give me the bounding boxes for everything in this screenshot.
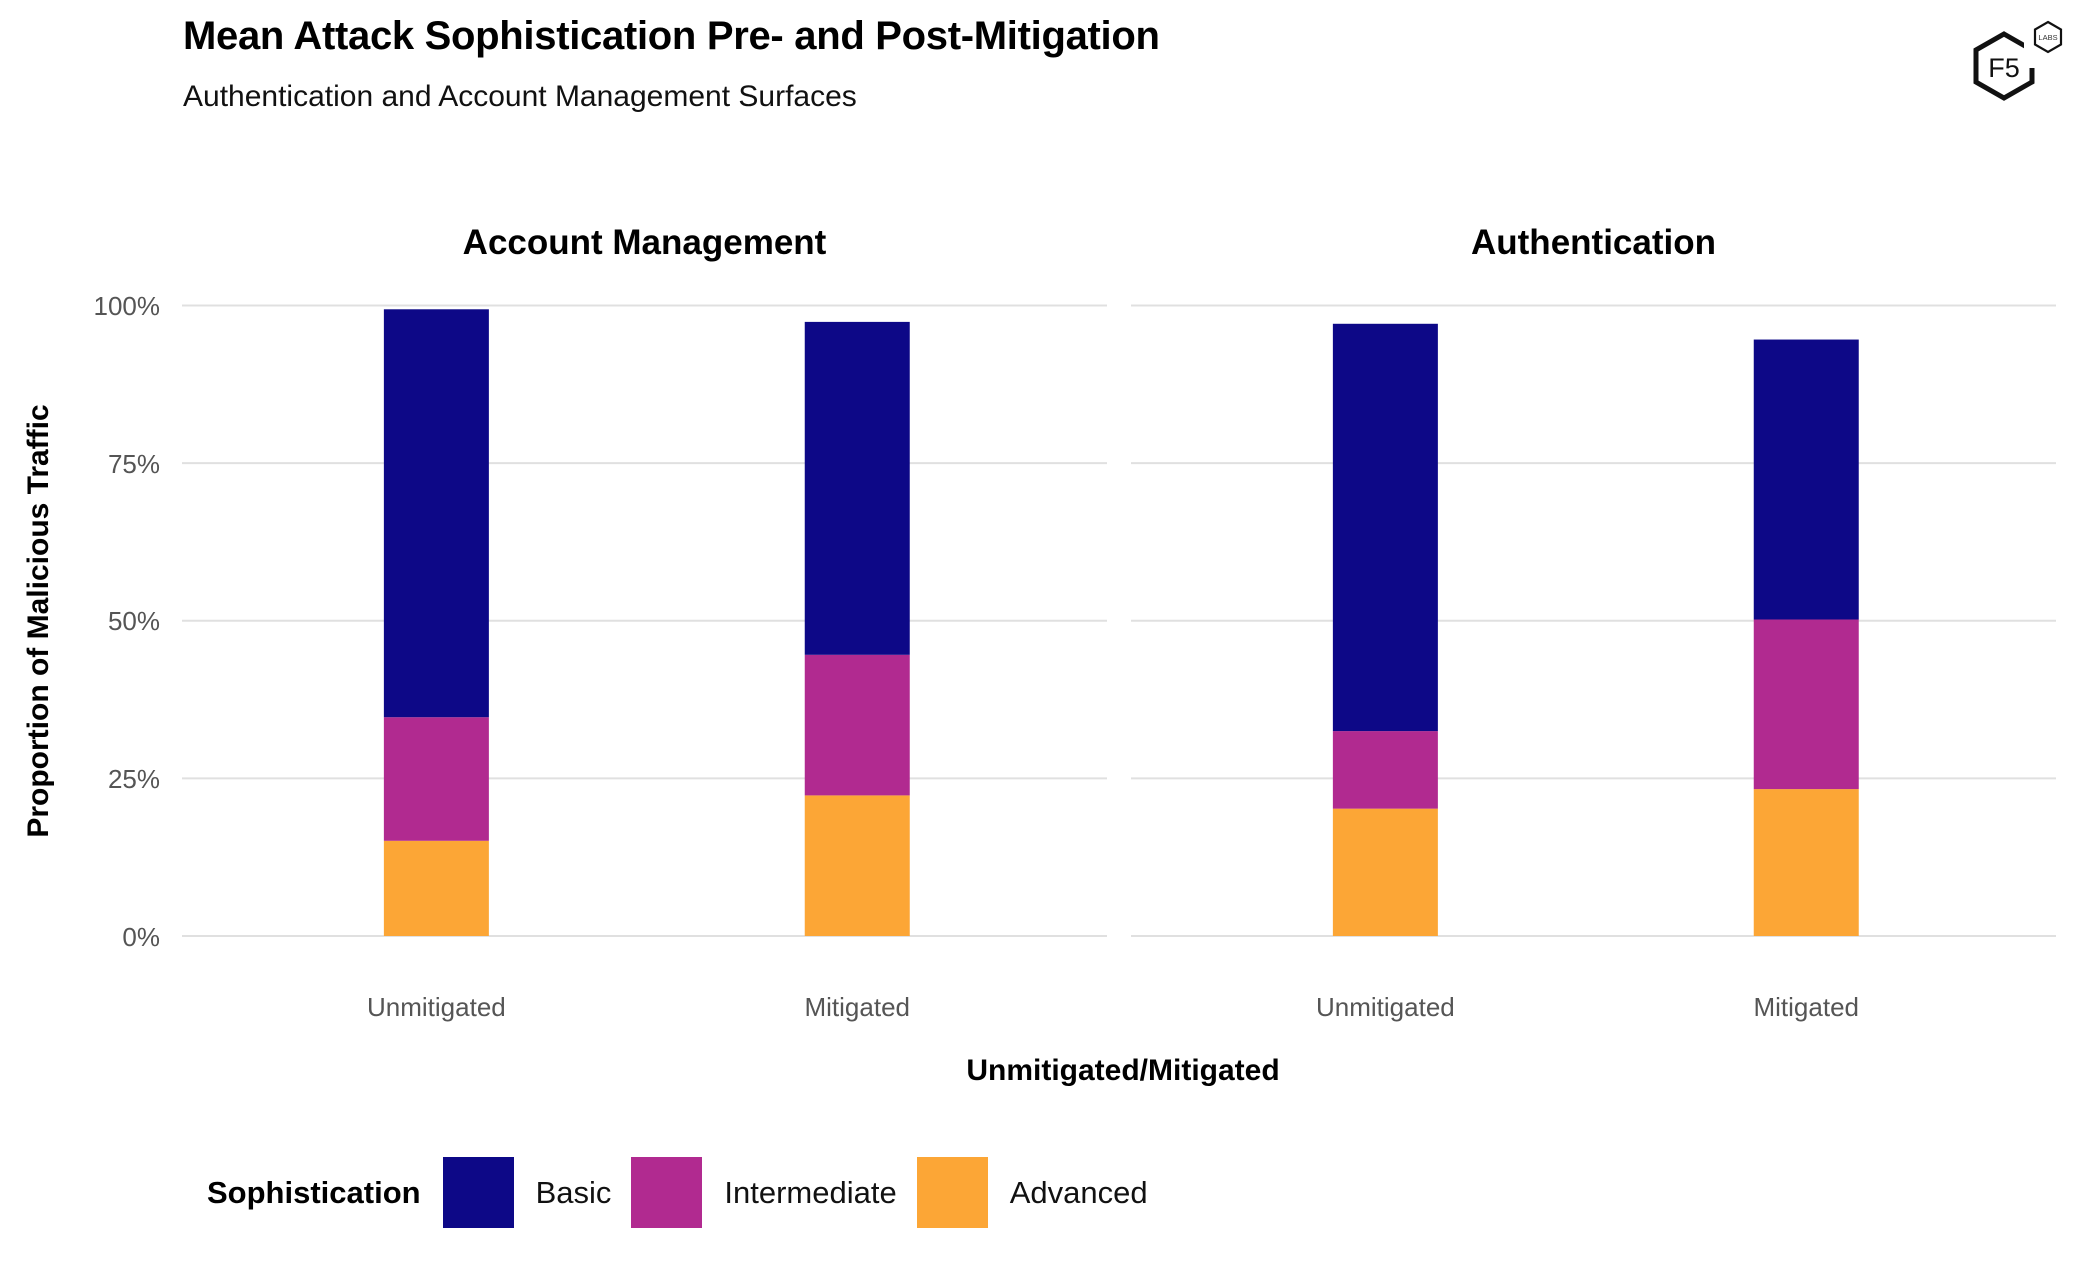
bar-authentication-unmitigated-intermediate [1332, 731, 1438, 809]
y-tick-label-50: 50% [108, 606, 160, 636]
legend-label-intermediate: Intermediate [724, 1174, 897, 1210]
x-tick-label-auth-mitigated: Mitigated [1754, 992, 1860, 1022]
bar-authentication-mitigated-basic [1753, 339, 1859, 620]
bar-account-management-mitigated-advanced [804, 795, 910, 936]
legend-swatch-advanced [916, 1157, 988, 1228]
facet-title-authentication: Authentication [1471, 223, 1716, 262]
x-tick-label-account-mitigated: Mitigated [805, 992, 911, 1022]
f5-labs-logo-icon: F5 LABS [1973, 20, 2063, 101]
legend-swatch-basic [442, 1157, 514, 1228]
chart-subtitle: Authentication and Account Management Su… [183, 80, 857, 113]
bar-authentication-mitigated-intermediate [1753, 619, 1859, 790]
legend: Sophistication Basic Intermediate Advanc… [207, 1157, 1168, 1228]
bar-account-management-mitigated-basic [804, 321, 910, 655]
logo-hexagon-badge [2033, 20, 2063, 54]
x-axis-title: Unmitigated/Mitigated [966, 1054, 1279, 1087]
y-tick-label-75: 75% [108, 449, 160, 479]
axis-labels: Account Management Authentication Propor… [22, 223, 1859, 1087]
bar-account-management-unmitigated-basic [383, 309, 489, 718]
chart-title: Mean Attack Sophistication Pre- and Post… [183, 14, 1160, 58]
bars [383, 309, 1859, 936]
legend-label-basic: Basic [535, 1174, 612, 1210]
legend-item-basic: Basic [442, 1157, 612, 1228]
facet-title-account-management: Account Management [463, 223, 827, 262]
legend-item-advanced: Advanced [916, 1157, 1148, 1228]
bar-account-management-unmitigated-intermediate [383, 717, 489, 841]
y-axis-title: Proportion of Malicious Traffic [22, 404, 55, 837]
gridlines [182, 304, 2056, 937]
bar-authentication-unmitigated-advanced [1332, 808, 1438, 936]
legend-item-intermediate: Intermediate [631, 1157, 897, 1228]
logo-badge-text: LABS [2038, 33, 2057, 42]
bar-account-management-unmitigated-advanced [383, 840, 489, 936]
y-tick-label-100: 100% [94, 291, 161, 321]
bar-authentication-unmitigated-basic [1332, 323, 1438, 732]
bar-account-management-mitigated-intermediate [804, 654, 910, 796]
y-tick-label-0: 0% [122, 922, 160, 952]
legend-swatch-intermediate [631, 1157, 703, 1228]
y-tick-label-25: 25% [108, 764, 160, 794]
legend-title: Sophistication [207, 1174, 421, 1210]
bar-authentication-mitigated-advanced [1753, 789, 1859, 936]
logo-main-text: F5 [1988, 53, 2020, 83]
x-tick-label-account-unmitigated: Unmitigated [367, 992, 506, 1022]
legend-label-advanced: Advanced [1009, 1174, 1148, 1210]
x-tick-label-auth-unmitigated: Unmitigated [1316, 992, 1455, 1022]
